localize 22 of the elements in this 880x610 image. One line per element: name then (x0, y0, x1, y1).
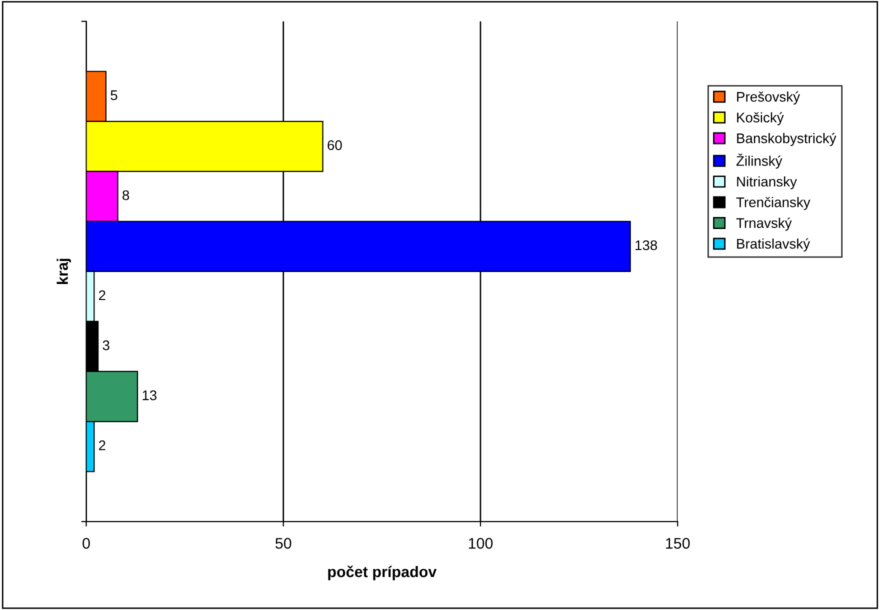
data-label: 60 (328, 140, 342, 150)
x-axis-title: počet prípadov (328, 566, 437, 580)
data-label: 138 (636, 240, 658, 250)
legend-label: Prešovský (737, 91, 800, 104)
x-tick-label: 150 (666, 538, 690, 549)
legend-label: Žilinský (736, 154, 782, 169)
legend-label: Bratislavský (737, 238, 810, 252)
legend-label: Banskobystrický (737, 132, 836, 146)
data-label: 8 (122, 190, 130, 200)
legend-label: Nitriansky (737, 176, 797, 190)
x-tick-label: 0 (82, 538, 90, 549)
data-label: 2 (98, 440, 106, 450)
x-tick-label: 50 (275, 538, 292, 549)
data-label: 13 (142, 390, 156, 400)
x-tick-label: 100 (468, 538, 493, 549)
data-label: 5 (110, 90, 118, 100)
legend-label: Košický (737, 112, 784, 126)
data-label: 3 (102, 340, 110, 350)
legend-label: Trnavský (736, 218, 792, 231)
y-axis-title: kraj (56, 258, 71, 284)
legend-label: Trenčiansky (736, 196, 810, 210)
data-label: 2 (98, 290, 106, 300)
